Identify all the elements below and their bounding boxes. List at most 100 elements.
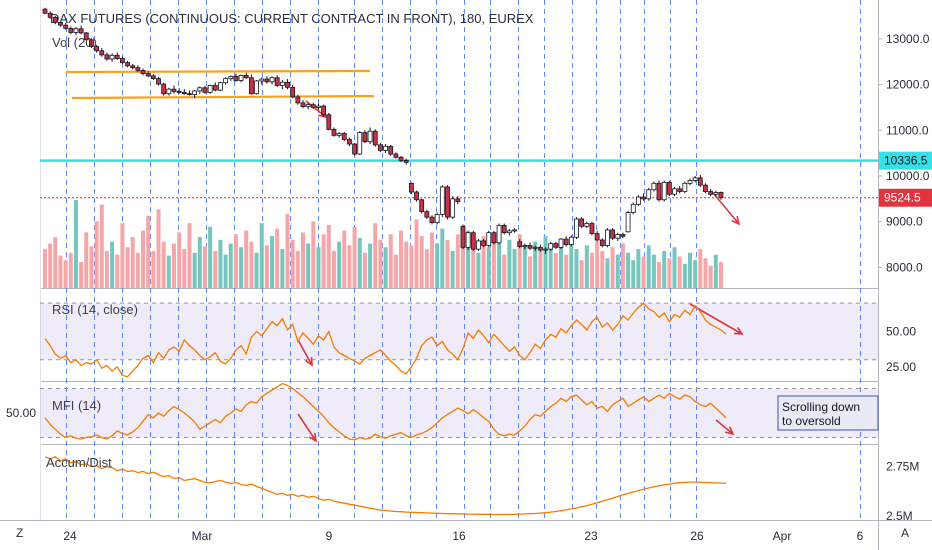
volume-bar xyxy=(115,255,119,288)
candle-body xyxy=(621,235,625,237)
volume-bar xyxy=(605,258,609,288)
volume-bar xyxy=(719,262,723,288)
candle-body xyxy=(709,192,713,195)
candle-body xyxy=(430,217,434,222)
candle-body xyxy=(445,187,449,217)
volume-bar xyxy=(528,257,532,288)
candle-body xyxy=(301,103,305,107)
candle-body xyxy=(518,242,522,247)
volume-bar xyxy=(208,227,212,288)
volume-bar xyxy=(187,223,191,288)
candle-body xyxy=(673,189,677,194)
volume-bar xyxy=(229,244,233,288)
rsi-tick-label: 25.00 xyxy=(886,360,916,374)
candle-body xyxy=(667,182,671,194)
volume-bar xyxy=(569,240,573,288)
candle-body xyxy=(533,247,537,248)
candle-body xyxy=(626,213,630,232)
candle-body xyxy=(544,249,548,250)
rsi-band xyxy=(40,303,878,360)
volume-bar xyxy=(58,256,62,288)
volume-bar xyxy=(523,245,527,288)
candle-body xyxy=(580,219,584,226)
volume-bar xyxy=(559,244,563,288)
volume-bar xyxy=(611,247,615,288)
candle-body xyxy=(549,244,553,249)
candle-body xyxy=(574,219,578,237)
candle-body xyxy=(507,231,511,233)
candle-body xyxy=(358,133,362,154)
candle-body xyxy=(131,66,135,68)
volume-bar xyxy=(84,232,88,288)
price-tick-label: 10000.0 xyxy=(886,169,930,183)
price-badge-label: 10336.5 xyxy=(884,154,928,168)
volume-bar xyxy=(368,244,372,288)
candle-body xyxy=(440,187,444,214)
candle-body xyxy=(657,183,661,199)
candle-body xyxy=(497,225,501,242)
candle-body xyxy=(342,133,346,139)
volume-bar xyxy=(100,205,104,288)
volume-bar xyxy=(131,237,135,288)
volume-bar xyxy=(631,260,635,288)
volume-bar xyxy=(249,242,253,288)
candle-body xyxy=(141,70,145,73)
volume-bar xyxy=(657,262,661,288)
candle-body xyxy=(244,75,248,77)
time-tick-label: 26 xyxy=(690,529,704,543)
candle-body xyxy=(461,226,465,247)
volume-bar xyxy=(110,242,114,288)
volume-bar xyxy=(425,249,429,288)
volume-pane-label: Vol (20) xyxy=(52,35,97,50)
volume-bar xyxy=(198,237,202,288)
candle-body xyxy=(182,92,186,93)
resistance-line xyxy=(66,71,370,72)
volume-bar xyxy=(456,234,460,288)
volume-bar xyxy=(647,245,651,288)
candle-body xyxy=(172,89,176,91)
price-badge-label: 9524.5 xyxy=(884,191,921,205)
volume-bar xyxy=(404,242,408,288)
volume-bar xyxy=(182,249,186,288)
price-tick-label: 8000.0 xyxy=(886,260,923,274)
candle-body xyxy=(306,105,310,107)
mfi-band xyxy=(40,389,878,438)
volume-bar xyxy=(487,247,491,288)
mfi-tick-label: 50.00 xyxy=(6,406,36,420)
candle-body xyxy=(224,79,228,83)
time-tick-label: 6 xyxy=(857,529,864,543)
volume-bar xyxy=(652,255,656,288)
volume-bar xyxy=(698,249,702,288)
candle-body xyxy=(218,83,222,90)
candle-body xyxy=(476,241,480,249)
volume-bar xyxy=(389,234,393,288)
volume-bar xyxy=(286,214,290,288)
candle-body xyxy=(688,181,692,184)
volume-bar xyxy=(544,236,548,288)
volume-bar xyxy=(507,240,511,288)
candle-body xyxy=(208,85,212,92)
candle-body xyxy=(100,51,104,55)
volume-bar xyxy=(270,236,274,288)
candle-body xyxy=(327,115,331,130)
volume-bar xyxy=(616,255,620,288)
volume-bar xyxy=(662,251,666,288)
candle-body xyxy=(110,55,114,59)
candle-body xyxy=(394,154,398,157)
timezone-button[interactable]: Z xyxy=(16,526,23,540)
candle-body xyxy=(275,78,279,86)
candle-body xyxy=(590,224,594,234)
volume-bar xyxy=(430,232,434,288)
volume-bar xyxy=(53,237,57,288)
candle-body xyxy=(74,29,78,33)
candle-body xyxy=(322,106,326,115)
candle-body xyxy=(698,178,702,185)
volume-bar xyxy=(316,247,320,288)
volume-bar xyxy=(332,251,336,288)
volume-bar xyxy=(280,249,284,288)
auto-scale-button[interactable]: A xyxy=(901,526,909,540)
candle-body xyxy=(213,85,217,90)
volume-bar xyxy=(260,223,264,288)
volume-bar xyxy=(167,256,171,288)
price-tick-label: 9000.0 xyxy=(886,215,923,229)
